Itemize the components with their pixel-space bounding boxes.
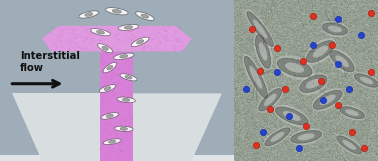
Ellipse shape (98, 44, 113, 53)
Ellipse shape (330, 51, 354, 72)
Ellipse shape (125, 76, 132, 79)
Ellipse shape (274, 105, 310, 127)
Text: Interstitial: Interstitial (20, 51, 80, 61)
Ellipse shape (353, 72, 378, 89)
Ellipse shape (85, 13, 93, 16)
Ellipse shape (360, 77, 373, 84)
Ellipse shape (345, 109, 359, 116)
Ellipse shape (276, 55, 314, 80)
Ellipse shape (249, 66, 262, 89)
Ellipse shape (102, 46, 108, 50)
Ellipse shape (120, 55, 128, 58)
Ellipse shape (141, 14, 149, 18)
Ellipse shape (243, 54, 269, 101)
Ellipse shape (335, 134, 363, 156)
Ellipse shape (283, 111, 301, 121)
Ellipse shape (122, 98, 130, 101)
Ellipse shape (285, 62, 304, 73)
Polygon shape (42, 26, 192, 52)
Ellipse shape (112, 9, 121, 13)
Ellipse shape (337, 136, 362, 154)
Ellipse shape (259, 89, 282, 111)
Ellipse shape (108, 140, 116, 143)
Ellipse shape (79, 11, 99, 18)
Ellipse shape (244, 56, 268, 98)
Polygon shape (124, 93, 222, 161)
Bar (0, 155, 234, 161)
Ellipse shape (90, 29, 110, 36)
Text: flow: flow (20, 63, 44, 73)
Ellipse shape (265, 128, 290, 146)
Ellipse shape (105, 8, 128, 15)
Ellipse shape (247, 11, 274, 47)
Ellipse shape (253, 19, 268, 39)
Ellipse shape (320, 95, 336, 105)
Ellipse shape (117, 97, 135, 103)
Ellipse shape (256, 35, 271, 68)
Ellipse shape (321, 21, 349, 37)
Ellipse shape (107, 65, 113, 70)
Ellipse shape (297, 133, 315, 140)
Ellipse shape (305, 38, 336, 65)
Ellipse shape (136, 12, 154, 20)
Ellipse shape (120, 127, 127, 130)
Ellipse shape (328, 49, 356, 74)
Ellipse shape (300, 75, 327, 92)
Ellipse shape (103, 62, 116, 73)
Ellipse shape (271, 132, 284, 142)
Ellipse shape (245, 9, 275, 48)
Ellipse shape (354, 74, 378, 87)
Ellipse shape (263, 126, 291, 147)
Ellipse shape (289, 128, 323, 145)
Ellipse shape (136, 40, 144, 44)
Ellipse shape (115, 126, 133, 131)
Ellipse shape (276, 107, 308, 125)
Ellipse shape (120, 74, 137, 81)
Ellipse shape (103, 139, 121, 145)
Ellipse shape (291, 131, 322, 143)
Ellipse shape (277, 58, 312, 77)
Ellipse shape (306, 79, 321, 89)
Ellipse shape (259, 42, 267, 61)
Ellipse shape (264, 94, 277, 106)
Ellipse shape (322, 23, 348, 35)
Ellipse shape (342, 140, 356, 150)
Ellipse shape (339, 107, 365, 119)
Ellipse shape (257, 87, 283, 113)
Ellipse shape (254, 33, 273, 70)
Polygon shape (101, 52, 133, 161)
Ellipse shape (338, 105, 366, 120)
Ellipse shape (96, 30, 104, 34)
Ellipse shape (311, 88, 344, 111)
Ellipse shape (313, 46, 328, 57)
Polygon shape (12, 93, 110, 161)
Ellipse shape (99, 85, 116, 92)
Ellipse shape (106, 114, 113, 118)
Ellipse shape (118, 24, 139, 30)
Ellipse shape (124, 26, 133, 29)
Ellipse shape (114, 53, 134, 60)
Ellipse shape (307, 41, 335, 62)
Ellipse shape (313, 90, 342, 109)
Ellipse shape (101, 113, 119, 119)
Ellipse shape (131, 37, 149, 47)
Ellipse shape (328, 26, 342, 32)
Ellipse shape (298, 72, 328, 95)
Ellipse shape (335, 55, 349, 67)
Ellipse shape (104, 87, 111, 90)
